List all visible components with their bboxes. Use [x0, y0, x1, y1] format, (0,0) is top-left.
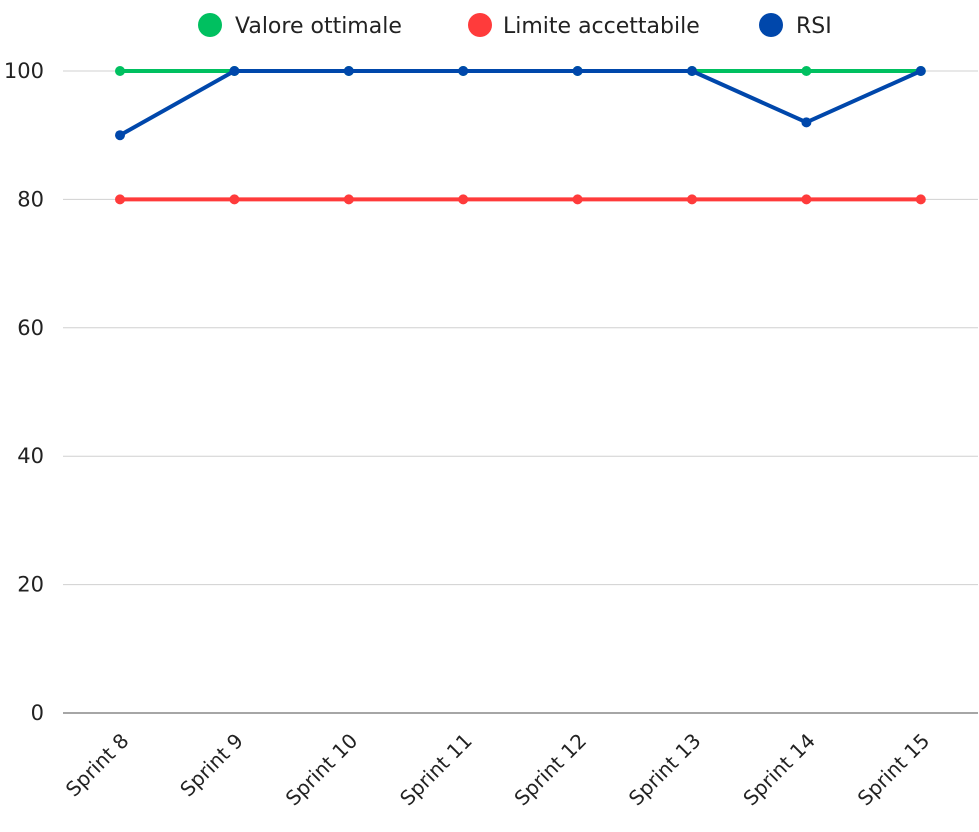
y-tick-label: 80	[17, 187, 44, 211]
grid-layer	[63, 70, 978, 714]
y-axis-ticks: 0 20 40 60 80 100	[4, 59, 44, 725]
data-point	[801, 66, 812, 76]
legend-swatch	[468, 13, 492, 37]
x-tick-label: Sprint 13	[624, 729, 706, 811]
x-tick-label: Sprint 9	[175, 729, 248, 802]
data-point	[115, 66, 125, 76]
x-tick-label: Sprint 14	[738, 729, 820, 811]
data-point	[801, 194, 812, 205]
x-tick-label: Sprint 8	[61, 729, 134, 802]
legend-label: Valore ottimale	[235, 14, 402, 39]
series-layer	[115, 66, 926, 205]
data-point	[343, 194, 354, 205]
legend-label: RSI	[796, 14, 832, 39]
data-point	[687, 194, 697, 205]
series-rsi	[115, 66, 926, 141]
data-point	[343, 66, 354, 76]
legend: Valore ottimale Limite accettabile RSI	[198, 13, 832, 39]
y-tick-label: 20	[17, 573, 44, 597]
data-point	[229, 194, 240, 205]
data-point	[915, 66, 926, 76]
x-tick-label: Sprint 15	[853, 729, 935, 811]
data-point	[458, 194, 469, 205]
x-axis-ticks: Sprint 8 Sprint 9 Sprint 10 Sprint 11 Sprint…	[61, 729, 934, 811]
series-line	[118, 69, 923, 138]
x-tick-label: Sprint 10	[281, 729, 363, 811]
y-tick-label: 60	[17, 316, 44, 340]
data-point	[458, 66, 469, 76]
legend-item[interactable]: RSI	[759, 13, 832, 39]
data-point	[801, 117, 812, 128]
y-tick-label: 40	[17, 444, 44, 468]
legend-label: Limite accettabile	[503, 14, 700, 39]
legend-swatch	[759, 13, 783, 37]
data-point	[572, 66, 583, 76]
data-point	[229, 66, 240, 76]
data-point	[115, 194, 125, 205]
legend-item[interactable]: Limite accettabile	[468, 13, 700, 39]
data-point	[115, 130, 125, 141]
y-tick-label: 0	[31, 701, 44, 725]
series-limite-accettabile	[115, 194, 926, 205]
legend-swatch	[198, 13, 222, 37]
legend-item[interactable]: Valore ottimale	[198, 13, 402, 39]
data-point	[915, 194, 926, 205]
data-point	[687, 66, 697, 76]
data-point	[572, 194, 583, 205]
x-tick-label: Sprint 12	[509, 729, 591, 811]
y-tick-label: 100	[4, 59, 44, 83]
x-tick-label: Sprint 11	[395, 729, 477, 811]
